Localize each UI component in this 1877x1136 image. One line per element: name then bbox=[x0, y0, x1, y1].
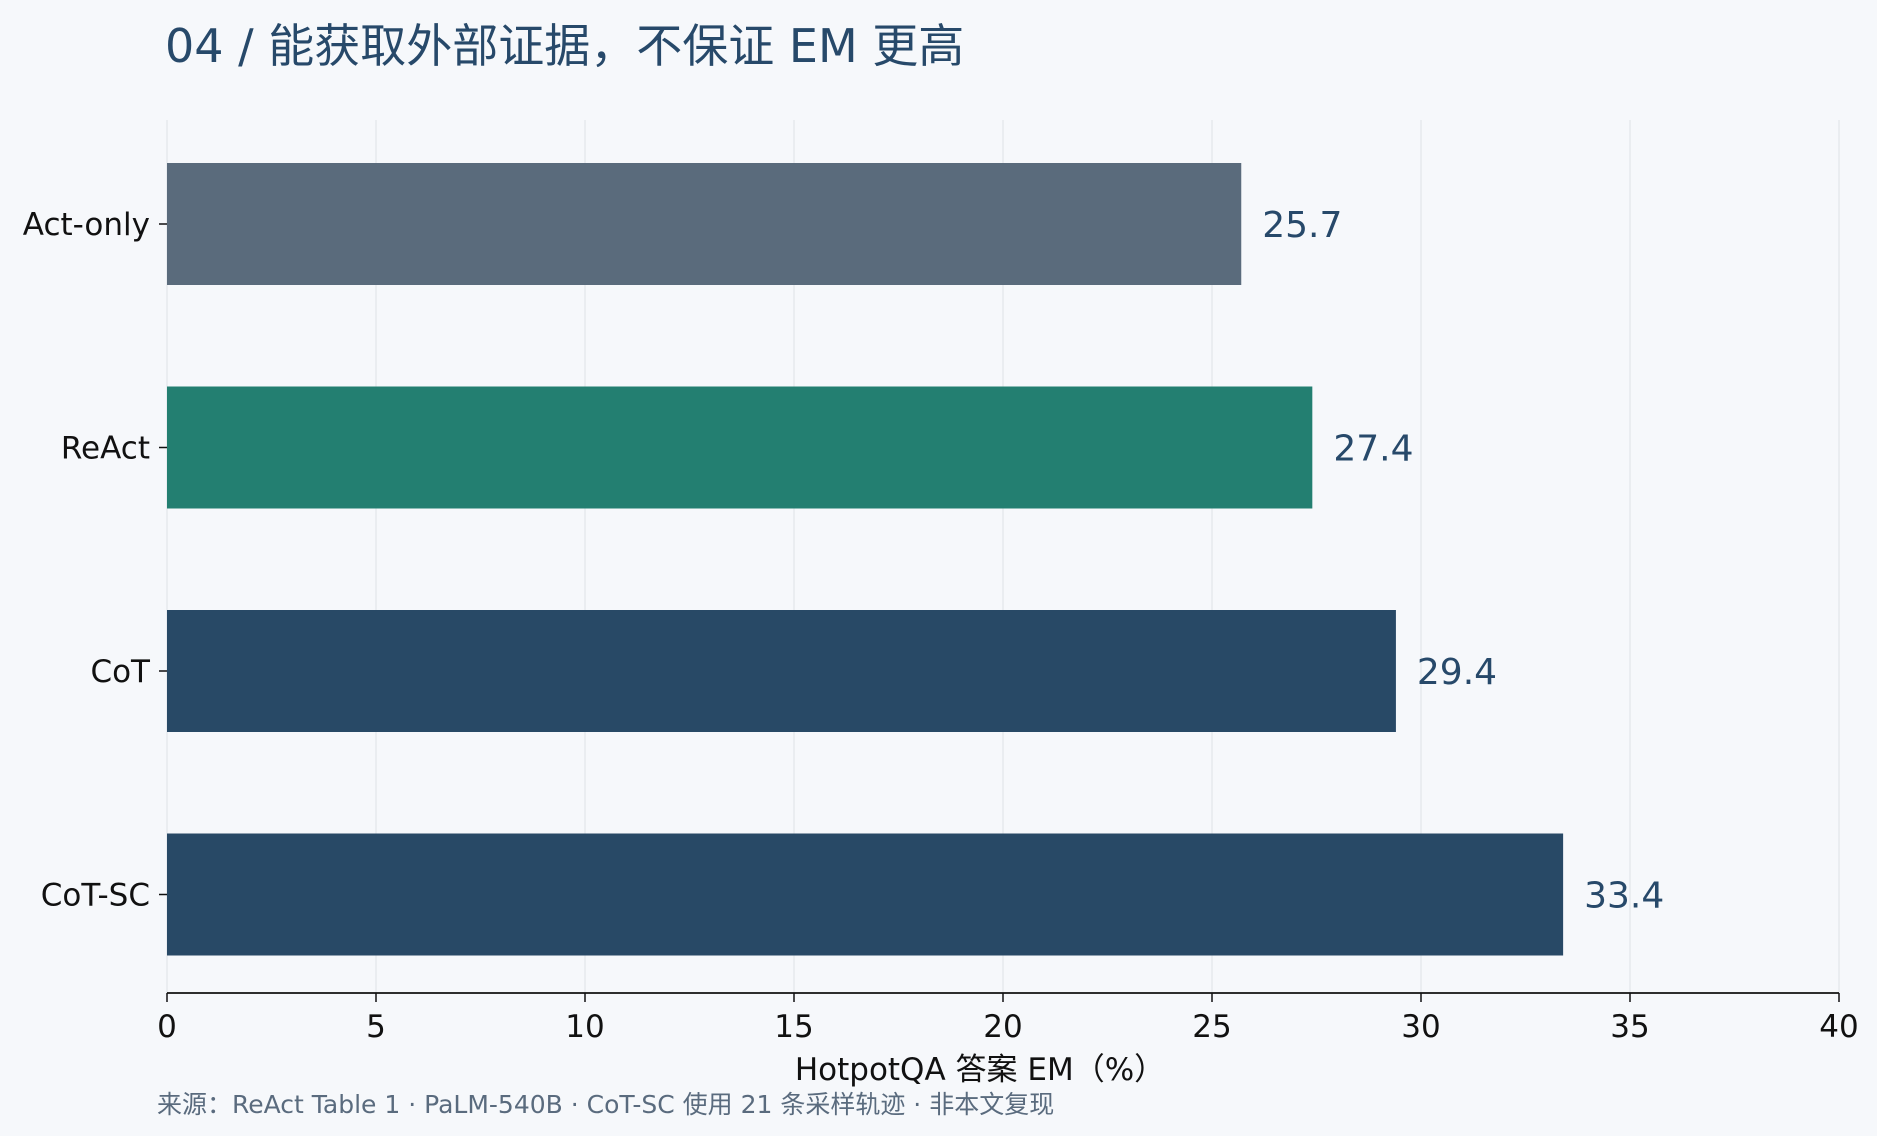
bars: 25.7 27.4 29.4 33.4 bbox=[167, 163, 1664, 956]
x-tick-label: 0 bbox=[157, 1009, 177, 1045]
x-tick-label: 10 bbox=[565, 1009, 604, 1045]
x-tick-label: 40 bbox=[1819, 1009, 1858, 1045]
value-label: 29.4 bbox=[1417, 652, 1497, 693]
value-label: 33.4 bbox=[1584, 876, 1664, 917]
bar bbox=[167, 163, 1242, 285]
x-tick-label: 5 bbox=[366, 1009, 386, 1045]
x-axis-label: HotpotQA 答案 EM（%） bbox=[795, 1052, 1165, 1088]
category-label: CoT bbox=[90, 654, 151, 690]
category-label: Act-only bbox=[23, 207, 150, 243]
bar bbox=[167, 610, 1396, 732]
x-tick-label: 30 bbox=[1401, 1009, 1440, 1045]
x-tick-label: 35 bbox=[1610, 1009, 1649, 1045]
source-note: 来源：ReAct Table 1 · PaLM-540B · CoT-SC 使用… bbox=[157, 1090, 1054, 1119]
value-label: 25.7 bbox=[1262, 205, 1342, 246]
axes: Act-only ReAct CoT CoT-SC 0 5 10 15 20 25 30 35 40 bbox=[23, 207, 1859, 1045]
x-tick-label: 20 bbox=[983, 1009, 1022, 1045]
category-label: ReAct bbox=[61, 431, 150, 467]
chart-title: 04 / 能获取外部证据，不保证 EM 更高 bbox=[165, 19, 964, 73]
x-tick-label: 15 bbox=[774, 1009, 813, 1045]
bar bbox=[167, 833, 1564, 956]
x-tick-label: 25 bbox=[1192, 1009, 1231, 1045]
value-label: 27.4 bbox=[1333, 429, 1413, 470]
category-label: CoT-SC bbox=[41, 878, 150, 914]
bar bbox=[167, 386, 1313, 509]
